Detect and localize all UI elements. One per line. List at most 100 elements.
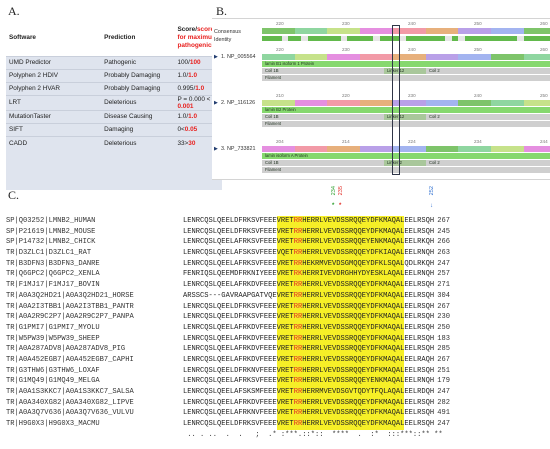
sequence-suffix: EELRDQH <box>404 388 435 396</box>
mutated-residue: RR <box>293 355 303 364</box>
consensus-ruler: 220 230 240 250 260 <box>262 21 550 27</box>
sequence-prefix: LENRCQSLQEELAFRKSVFEEE <box>183 377 277 386</box>
sequence-alignment: SP|Q03252|LMNB2_HUMAN LENRCQSLQEELDFRKSVF… <box>6 216 544 440</box>
score-row: LRT Deleterious P = 0.000 < 0.001 <box>6 94 222 111</box>
residue-cell <box>281 146 289 152</box>
sequence-suffix: QDLRKQH <box>404 259 435 268</box>
residue-cell <box>445 146 452 152</box>
score-maximum: 0.001 <box>177 102 194 110</box>
alignment-row: TR|G1PMI7|G1PMI7_MYOLU LENRCQSLQEELAFRKDV… <box>6 322 544 334</box>
sequence-residues: LENRCQSLQEELAFRKDVFEEE VRETRRHERRLVEVDSSR… <box>183 280 434 291</box>
residue-cell <box>301 54 308 60</box>
highlight-rest: HERRLVEVDSSRQQEYDFKIAQAL <box>302 249 405 258</box>
identity-cell <box>497 36 505 41</box>
residue-cell <box>334 28 341 34</box>
residue-cell <box>373 146 380 152</box>
sequence-name: TR|A0A2I3TBB1|A0A2I3TBB1_PANTR <box>6 302 134 311</box>
score-value: 0<0.05 <box>174 122 222 137</box>
mutated-residue: RR <box>293 420 303 429</box>
ruler-tick-label: 204 <box>276 139 284 144</box>
score-row: SIFT Damaging 0<0.05 <box>6 122 222 137</box>
highlight-start: VRET <box>276 281 294 290</box>
residue-cell <box>425 146 433 152</box>
sequence-name: SP|P14732|LMNB2_CHICK <box>6 238 96 247</box>
residue-cell <box>314 146 321 152</box>
score-value: 0.995/1.0 <box>174 81 222 96</box>
highlight-start: VRET <box>276 366 294 375</box>
residue-cell <box>517 146 524 152</box>
highlight-start: VRET <box>276 259 294 268</box>
sequence-residues: LENRCQSLQEELDFRKNVFEEE VRETRRHERRLVEVDSSR… <box>183 365 434 377</box>
residue-cell <box>340 100 348 106</box>
sequence-suffix: EELRNQH <box>404 377 435 386</box>
residue-cell <box>536 146 544 152</box>
residue-cell <box>536 100 544 106</box>
residue-cell <box>530 100 537 106</box>
sequence-residues: LENRCQSLQEELDFRKSVFEEE VRETRRHERRLVEVDSSR… <box>183 216 434 227</box>
residue-cell <box>294 146 302 152</box>
software-name: Polyphen 2 HDIV <box>6 68 102 83</box>
sequence-residues: LENRCQSLQEELAFRKDVFEEE VRETRRHERRLVEVDSSR… <box>183 344 434 355</box>
residue-count: 247 <box>437 388 450 396</box>
residue-cell <box>268 146 276 152</box>
software-name: Polyphen 2 HVAR <box>6 81 102 96</box>
residue-count: 267 <box>437 302 450 311</box>
highlight-start: VRET <box>276 217 294 225</box>
residue-cell <box>334 54 341 60</box>
score-maximum: 0.05 <box>184 126 198 134</box>
residue-cell <box>451 54 459 60</box>
position-marker-arrow-icon: * <box>332 203 335 209</box>
score-maximum: 30 <box>188 139 196 147</box>
mutated-residue: RR <box>293 366 303 375</box>
ruler-tick-label: 260 <box>540 21 548 26</box>
highlight-start: VRET <box>276 313 294 322</box>
sequence-residues: LENRCQSLQEELAFRKNVFEEE VRETRRHERRLVEVDSSR… <box>183 408 435 420</box>
highlight-start: VRET <box>276 388 294 396</box>
highlighted-region: VRETRRHERRLVEVDSSRQQEYDFKMAQAL <box>276 312 405 323</box>
sequence-suffix: EELRSQH <box>404 409 435 418</box>
residue-cell <box>301 28 308 34</box>
sequence-arrow-icon: ▶ <box>214 146 218 152</box>
identity-cell <box>262 36 269 41</box>
residue-cell <box>399 54 407 60</box>
residue-cell <box>353 100 361 106</box>
identity-cell <box>445 36 452 41</box>
highlight-rest: HERRLVEVDSSRQQEYDFKMAQAL <box>302 345 405 354</box>
highlight-start: VRET <box>276 270 294 279</box>
sequence-prefix: LENRCQSLQEELDFRKSVFEEE <box>183 420 277 429</box>
alignment-row: TR|W5PW39|W5PW39_SHEEP LENRCQSLQEELAFRKDV… <box>6 333 544 345</box>
residue-cell <box>314 54 321 60</box>
sequence-prefix: LENRCQSLQEELDFRKSVFEEE <box>183 313 277 322</box>
residue-cell <box>458 100 465 106</box>
sequence-name: TR|W5PW39|W5PW39_SHEEP <box>6 334 100 343</box>
identity-cell <box>366 36 374 41</box>
highlighted-region: VRETRRHERRLVEVDSSRQQEYDFKMAQAL <box>276 226 405 238</box>
prediction-score-table: Software Prediction Score/score for maxi… <box>6 20 222 190</box>
identity-cell <box>392 36 400 41</box>
filament-track: Filament <box>262 167 550 173</box>
sequence-residues: LENRCQSLQEELDFRKSVFEEE VRETRRHERRLVEVDSSR… <box>183 301 434 313</box>
sequence-residues: LENRCQSLQEELAFRKSVFEEE VRETRRHERRLVEVDSSR… <box>183 237 434 249</box>
residue-cell <box>432 100 439 106</box>
residue-cell <box>262 54 269 60</box>
sequence-name: TR|A0A1S3KKC7|A0A1S3KKC7_SALSA <box>6 388 134 396</box>
identity-bar <box>262 36 550 41</box>
residue-cell <box>510 146 518 152</box>
residue-cell <box>268 100 276 106</box>
sequence-prefix: LENRCQSLQEELDFRKSVFEEE <box>183 302 277 311</box>
sequence-residues: ARSSCS---GAVRAAPGATVQE VRETRRHERRLVEVDSSR… <box>183 290 434 302</box>
identity-cell <box>347 36 354 41</box>
consensus-strip <box>262 28 550 34</box>
highlight-start: VRET <box>276 334 294 343</box>
ruler-tick-label: 214 <box>342 139 350 144</box>
ruler-tick-label: 220 <box>276 21 284 26</box>
score-observed: 0.995/ <box>177 85 196 93</box>
highlight-rest: HERRLVEVDSSRQQEYDFKMAQAL <box>302 409 405 418</box>
residue-cell <box>281 54 289 60</box>
identity-cell <box>484 36 492 41</box>
position-marker-arrow-icon: * <box>339 203 342 209</box>
highlight-rest: HERRLVEVDSSRQQEYDFKMAQAL <box>302 420 405 429</box>
residue-cell <box>530 146 537 152</box>
sequence-residues: LENRCQSLQEELDFRKSVFEEE VRETRRHERRLVEVDSSR… <box>183 312 434 323</box>
sequence-arrow-icon: ▶ <box>214 54 218 60</box>
